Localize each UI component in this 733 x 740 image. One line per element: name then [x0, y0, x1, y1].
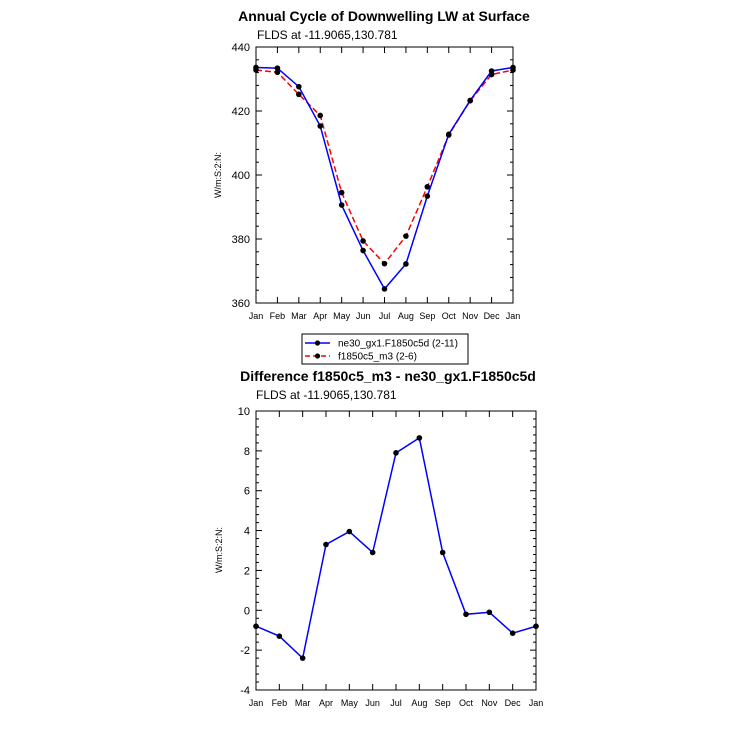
- bottom-y-tick-label: 10: [238, 406, 250, 418]
- bottom-x-tick-label: Jun: [365, 698, 380, 708]
- bottom-x-tick-label: Jan: [249, 698, 264, 708]
- bottom-series-point: [416, 435, 423, 441]
- top-y-tick-label: 380: [232, 234, 250, 246]
- top-x-tick-label: Oct: [442, 311, 457, 321]
- bottom-x-tick-label: Mar: [295, 698, 311, 708]
- top-series-point: [467, 97, 473, 104]
- top-x-tick-label: Jan: [249, 311, 264, 321]
- bottom-series-line: [255, 436, 537, 660]
- bottom-series-point: [276, 633, 283, 639]
- top-series-point: [360, 247, 366, 254]
- bottom-y-tick-label: 0: [244, 605, 250, 617]
- top-chart-ylabel: W/m:S:2:N:: [213, 152, 223, 198]
- top-series-point: [274, 69, 281, 76]
- bottom-y-tick-label: 4: [244, 526, 250, 538]
- bottom-series-point: [533, 623, 539, 630]
- top-series-line: [255, 69, 514, 265]
- legend: ne30_gx1.F1850c5d (2-11) f1850c5_m3 (2-6…: [301, 333, 469, 365]
- legend-marker-blue: [314, 340, 321, 346]
- top-chart-axes: 360 380 400 420 440 Jan Feb Mar Apr May Jun Jul Aug S…: [232, 42, 521, 321]
- top-chart-series: [253, 64, 516, 292]
- bottom-series-point: [439, 549, 446, 556]
- bottom-series-point: [299, 655, 306, 661]
- bottom-x-tick-label: Nov: [481, 698, 498, 708]
- top-series-point: [424, 193, 431, 199]
- top-chart-subtitle: FLDS at -11.9065,130.781: [257, 28, 398, 42]
- bottom-x-tick-label: Sep: [435, 698, 451, 708]
- top-y-tick-label: 400: [232, 170, 250, 182]
- top-series-line: [255, 66, 514, 291]
- bottom-series-point: [369, 549, 376, 556]
- bottom-x-tick-label: May: [341, 698, 359, 708]
- top-x-tick-label: Mar: [291, 311, 307, 321]
- bottom-x-tick-label: Feb: [272, 698, 288, 708]
- top-series-point: [445, 131, 452, 138]
- top-x-tick-label: May: [333, 311, 351, 321]
- bottom-y-tick-label: 8: [244, 446, 250, 458]
- top-y-tick-label: 440: [232, 42, 250, 54]
- bottom-y-tick-label: -2: [240, 645, 250, 657]
- top-series-point: [381, 286, 388, 292]
- bottom-series-point: [463, 611, 469, 618]
- top-x-tick-label: Dec: [484, 311, 501, 321]
- top-x-tick-label: Jun: [356, 311, 371, 321]
- top-series-point: [381, 260, 388, 267]
- bottom-chart-axes: -4 -2 0 2 4 6 8 10 Jan Feb Mar Apr May Jun Jul Aug Sep Oc…: [238, 406, 544, 708]
- bottom-chart-series: [253, 435, 539, 661]
- top-series-point: [317, 123, 324, 129]
- top-series-point: [253, 64, 259, 71]
- top-series-point: [296, 83, 302, 90]
- bottom-x-tick-label: Dec: [505, 698, 522, 708]
- top-series-point: [296, 91, 302, 98]
- bottom-x-tick-label: Apr: [319, 698, 333, 708]
- bottom-x-tick-label: Aug: [411, 698, 427, 708]
- top-y-tick-label: 420: [232, 106, 250, 118]
- top-x-tick-label: Sep: [419, 311, 435, 321]
- top-x-tick-label: Jul: [379, 311, 391, 321]
- bottom-y-tick-label: 2: [244, 565, 250, 577]
- bottom-y-tick-label: -4: [240, 685, 250, 697]
- top-series-point: [510, 64, 516, 71]
- bottom-series-point: [486, 609, 493, 616]
- top-x-tick-label: Jan: [506, 311, 521, 321]
- bottom-series-point: [509, 630, 516, 637]
- legend-entry-2: f1850c5_m3 (2-6): [338, 352, 417, 363]
- top-series-point: [424, 184, 431, 190]
- top-series-point: [403, 261, 409, 267]
- top-series-point: [360, 238, 366, 244]
- bottom-x-tick-label: Jul: [390, 698, 402, 708]
- bottom-series-point: [393, 450, 399, 456]
- bottom-x-tick-label: Oct: [459, 698, 474, 708]
- legend-box: [301, 333, 469, 365]
- bottom-y-tick-label: 6: [244, 486, 250, 498]
- top-y-tick-label: 360: [232, 298, 250, 310]
- top-series-point: [338, 189, 345, 196]
- top-x-tick-label: Apr: [313, 311, 327, 321]
- top-x-tick-label: Feb: [270, 311, 286, 321]
- top-x-tick-label: Aug: [398, 311, 414, 321]
- top-series-point: [317, 112, 324, 119]
- top-chart: Annual Cycle of Downwelling LW at Surfac…: [213, 8, 530, 321]
- top-series-point: [274, 65, 281, 71]
- top-series-point: [403, 233, 409, 239]
- top-chart-title: Annual Cycle of Downwelling LW at Surfac…: [238, 8, 530, 24]
- bottom-chart-subtitle: FLDS at -11.9065,130.781: [256, 388, 397, 402]
- legend-marker-red: [314, 353, 321, 359]
- bottom-x-tick-label: Jan: [529, 698, 544, 708]
- top-series-point: [338, 202, 345, 208]
- bottom-chart: Difference f1850c5_m3 - ne30_gx1.F1850c5…: [214, 368, 543, 708]
- top-series-point: [488, 68, 495, 74]
- bottom-chart-title: Difference f1850c5_m3 - ne30_gx1.F1850c5…: [240, 368, 536, 384]
- top-x-tick-label: Nov: [462, 311, 479, 321]
- bottom-series-point: [253, 623, 259, 630]
- bottom-series-point: [323, 541, 329, 548]
- legend-entry-1: ne30_gx1.F1850c5d (2-11): [338, 339, 458, 350]
- bottom-chart-ylabel: W/m:S:2:N:: [214, 527, 224, 573]
- bottom-series-point: [346, 528, 353, 535]
